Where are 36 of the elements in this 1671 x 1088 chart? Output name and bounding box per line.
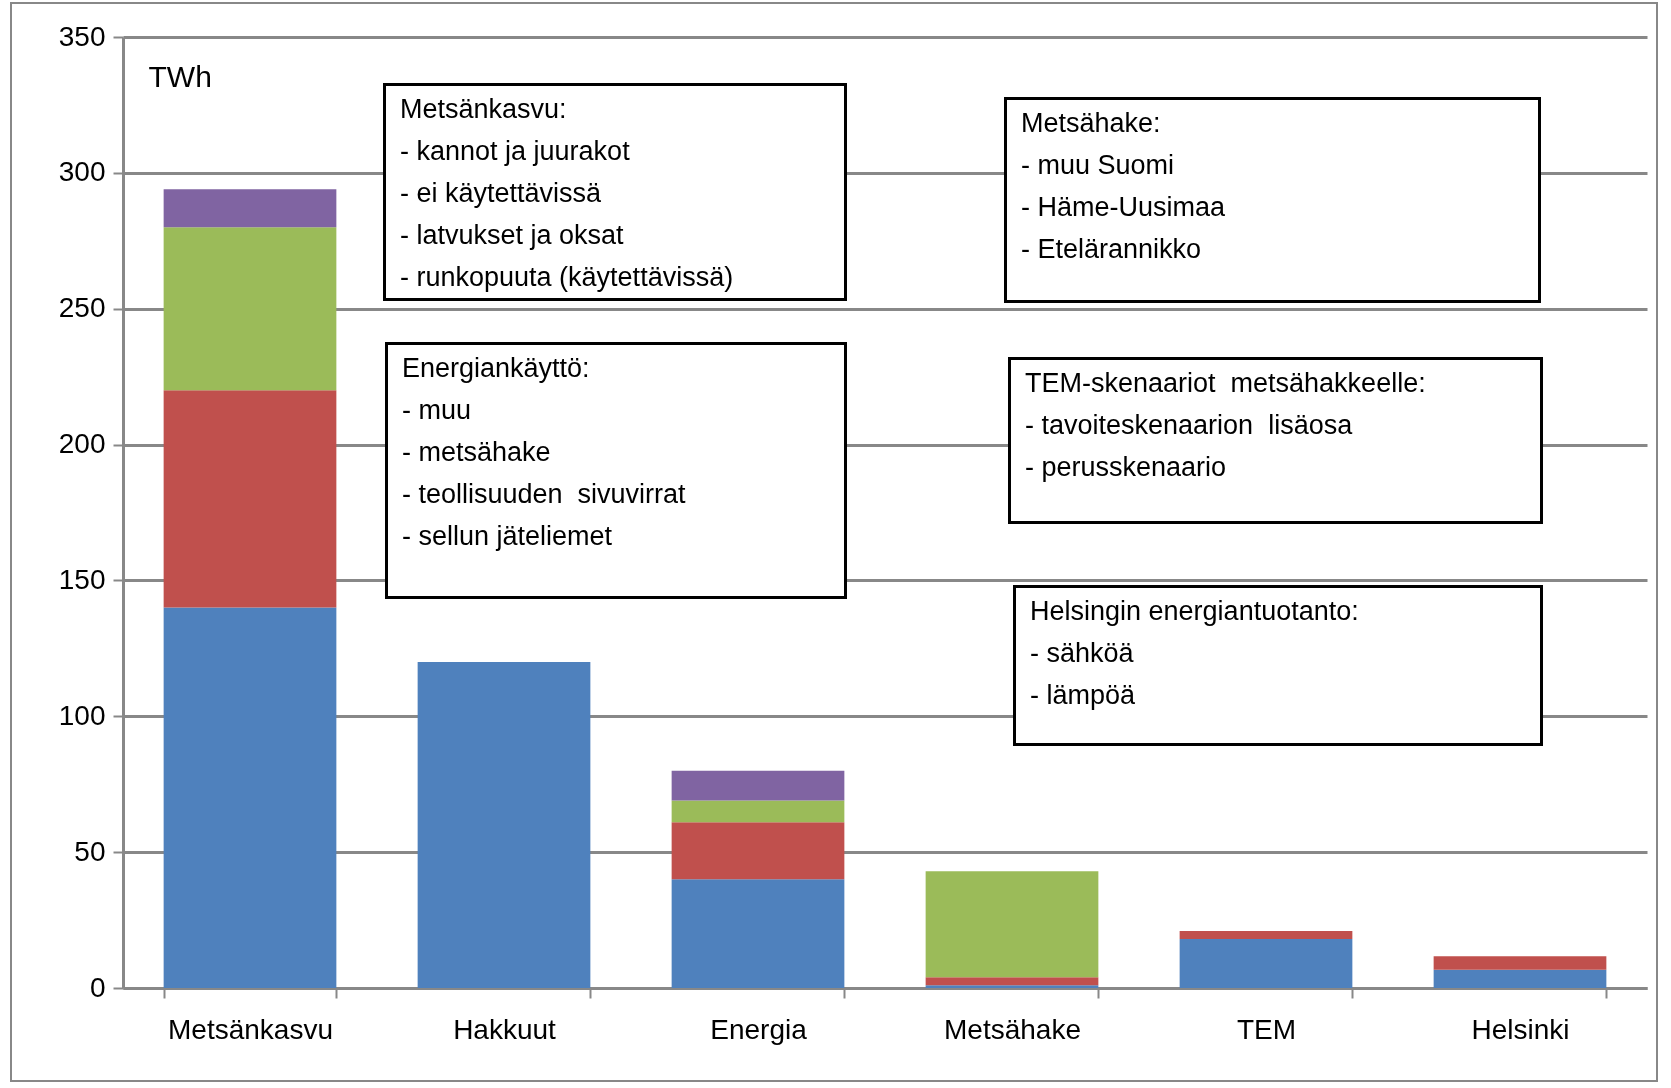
bar xyxy=(671,770,845,801)
x-tick-label: TEM xyxy=(1236,1013,1297,1045)
text-box: Metsähake: - muu Suomi - Häme-Uusimaa - Etelärannikko xyxy=(1004,97,1541,303)
bar xyxy=(1433,969,1607,988)
x-tick-label: Metsänkasvu xyxy=(168,1013,333,1045)
text-box: Metsänkasvu: - kannot ja juurakot - ei käytettävissä - latvukset ja oksat - runkopuuta (käytettävissä) xyxy=(383,83,847,301)
y-axis-title: TWh xyxy=(148,59,212,93)
bar xyxy=(671,800,845,823)
bar xyxy=(1179,939,1353,988)
bar xyxy=(925,871,1099,978)
bar xyxy=(163,227,337,391)
y-tick-label: 350 xyxy=(58,20,106,52)
x-tick-label: Hakkuut xyxy=(453,1013,557,1045)
y-tick-label: 300 xyxy=(58,156,106,188)
bar xyxy=(163,390,337,608)
bar xyxy=(925,985,1099,988)
y-tick-label: 200 xyxy=(58,428,106,460)
bar xyxy=(925,977,1099,986)
bar xyxy=(163,189,337,228)
x-tick-label: Metsähake xyxy=(944,1013,1081,1045)
y-tick-label: 50 xyxy=(74,835,106,867)
bar xyxy=(671,879,845,988)
text-box: Energiankäyttö: - muu - metsähake - teollisuuden sivuvirrat - sellun jäteliemet xyxy=(385,342,847,599)
bar xyxy=(417,661,591,988)
y-tick-label: 100 xyxy=(58,699,106,731)
bar xyxy=(163,607,337,988)
x-tick-label: Helsinki xyxy=(1471,1013,1570,1045)
bar xyxy=(1179,930,1353,940)
text-box: TEM-skenaariot metsähakkeelle: - tavoiteskenaarion lisäosa - perusskenaario xyxy=(1008,357,1543,524)
x-tick-label: Energia xyxy=(710,1013,808,1045)
y-tick-label: 0 xyxy=(89,971,106,1003)
y-tick-label: 250 xyxy=(58,292,106,324)
text-box: Helsingin energiantuotanto: - sähköä - lämpöä xyxy=(1013,585,1543,746)
y-tick-label: 150 xyxy=(58,563,106,595)
bar xyxy=(671,822,845,880)
bar xyxy=(1433,956,1607,970)
